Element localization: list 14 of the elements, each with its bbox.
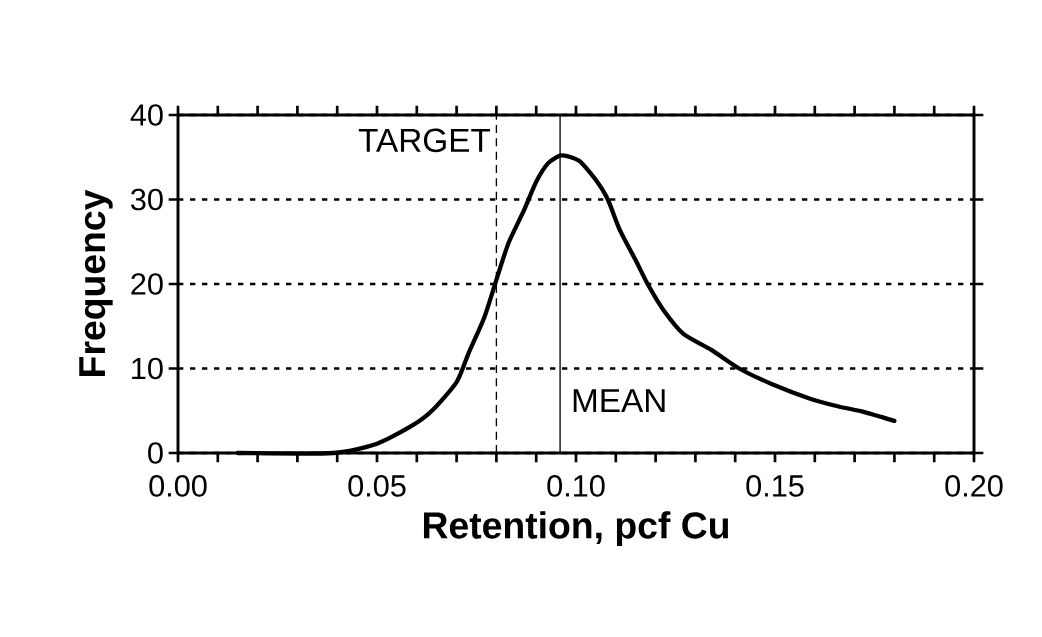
- ref-line-label: TARGET: [358, 128, 491, 153]
- x-tick-label: 0.05: [348, 475, 406, 497]
- y-tick-label: 10: [132, 357, 163, 380]
- x-tick-label: 0.10: [547, 475, 605, 497]
- y-tick-label: 20: [131, 273, 163, 295]
- ref-line-label: MEAN: [573, 389, 665, 413]
- y-axis-title: Frequency: [79, 189, 113, 376]
- y-tick-label: 0: [148, 442, 163, 464]
- y-tick-label: 40: [130, 104, 163, 126]
- x-tick-label: 0.15: [746, 475, 804, 497]
- x-tick-label: 0.00: [149, 475, 207, 497]
- x-tick-label: 0.20: [945, 475, 1003, 497]
- x-axis-title: Retention, pcf Cu: [423, 511, 729, 547]
- y-tick-label: 30: [131, 188, 163, 211]
